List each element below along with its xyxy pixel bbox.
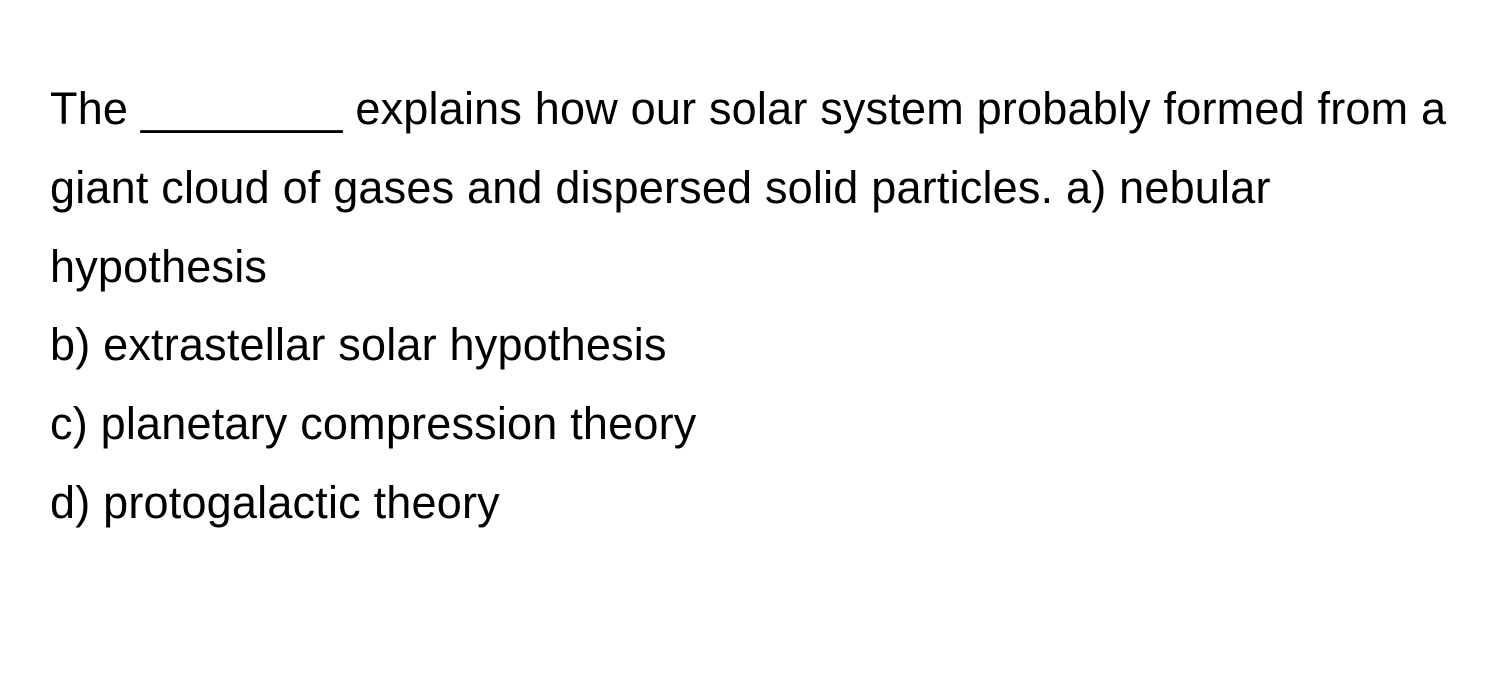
option-d: d) protogalactic theory: [50, 464, 1450, 543]
option-c: c) planetary compression theory: [50, 385, 1450, 464]
option-b: b) extrastellar solar hypothesis: [50, 306, 1450, 385]
question-container: The ________ explains how our solar syst…: [50, 70, 1450, 543]
